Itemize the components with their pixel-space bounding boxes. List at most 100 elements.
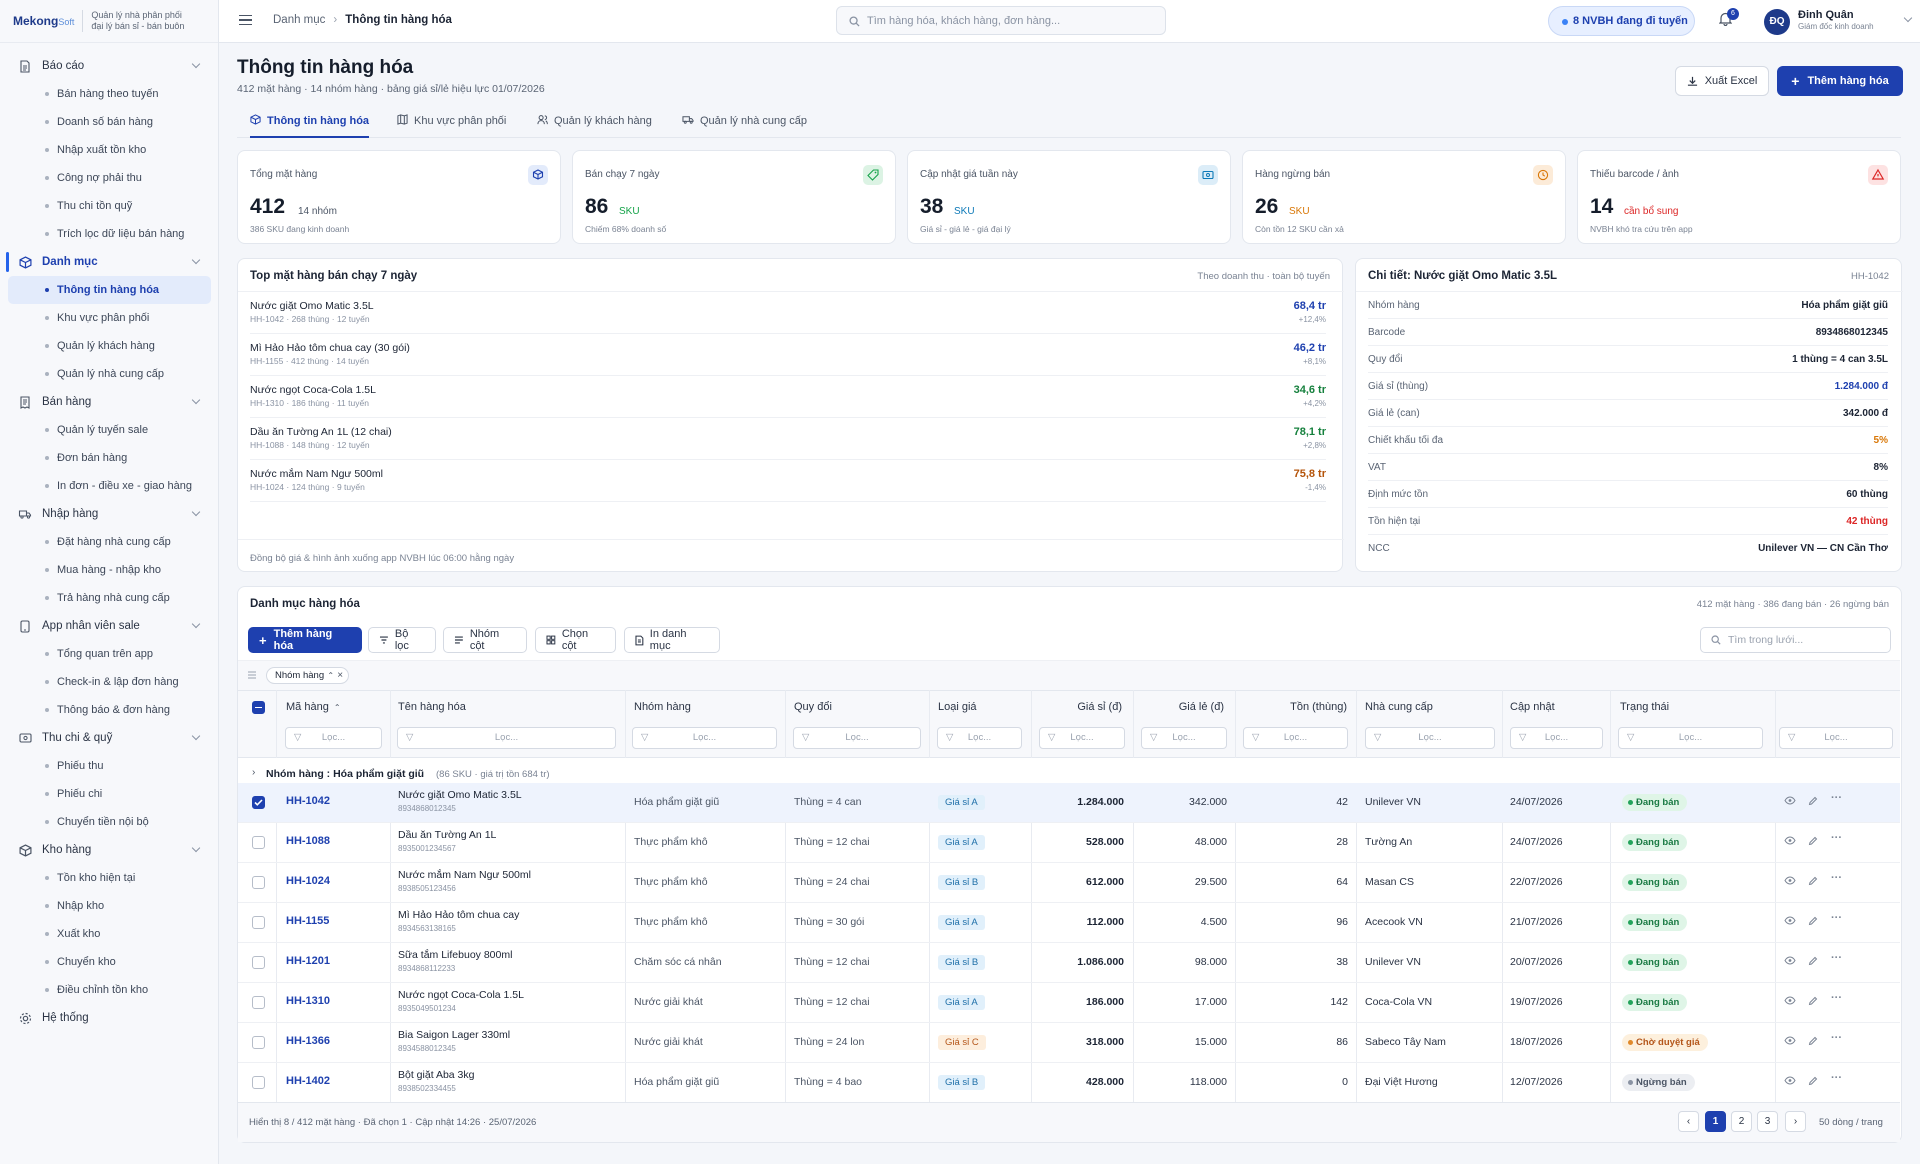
select-all-checkbox[interactable]: [252, 701, 265, 714]
sidebar-item[interactable]: Chuyển kho: [8, 948, 211, 976]
column-divider[interactable]: [1356, 690, 1357, 1102]
sidebar-item[interactable]: Điều chỉnh tồn kho: [8, 976, 211, 1004]
group-columns-button[interactable]: Nhóm cột: [443, 627, 527, 653]
column-filter-input[interactable]: ▽ Lọc...: [632, 727, 777, 749]
chevron-down-icon[interactable]: [191, 255, 201, 265]
column-divider[interactable]: [625, 690, 626, 1102]
group-chip[interactable]: Nhóm hàng ⌃ ×: [266, 667, 350, 684]
sidebar-item[interactable]: Khu vực phân phối: [8, 304, 211, 332]
sidebar-item[interactable]: Tổng quan trên app: [8, 640, 211, 668]
chevron-down-icon[interactable]: [191, 843, 201, 853]
sidebar-group-5[interactable]: Thu chi & quỹ: [0, 724, 219, 752]
eye-icon[interactable]: [1784, 1076, 1796, 1088]
chevron-down-icon[interactable]: [191, 395, 201, 405]
sidebar-item[interactable]: Tồn kho hiện tại: [8, 864, 211, 892]
table-row[interactable]: HH-1155 Mì Hảo Hảo tôm chua cay 8934563138…: [238, 903, 1900, 943]
column-header[interactable]: Tên hàng hóa: [398, 701, 466, 713]
table-row[interactable]: HH-1201 Sữa tắm Lifebuoy 800ml 89348681122…: [238, 943, 1900, 983]
row-checkbox[interactable]: [252, 956, 265, 969]
sidebar-item[interactable]: Thu chi tồn quỹ: [8, 192, 211, 220]
export-excel-button[interactable]: Xuất Excel: [1675, 66, 1769, 96]
sidebar-item[interactable]: Check-in & lập đơn hàng: [8, 668, 211, 696]
sidebar-item[interactable]: Xuất kho: [8, 920, 211, 948]
edit-icon[interactable]: [1808, 836, 1818, 849]
column-filter-input[interactable]: ▽ Lọc...: [1365, 727, 1495, 749]
eye-icon[interactable]: [1784, 836, 1796, 848]
next-page-button[interactable]: ›: [1785, 1111, 1806, 1132]
column-header[interactable]: Cập nhật: [1510, 701, 1555, 713]
row-checkbox[interactable]: [252, 836, 265, 849]
top-seller-row[interactable]: Nước ngọt Coca-Cola 1.5L HH-1310 · 186 th…: [250, 376, 1326, 418]
top-seller-row[interactable]: Dầu ăn Tường An 1L (12 chai) HH-1088 · 14…: [250, 418, 1326, 460]
column-header[interactable]: Nhóm hàng: [634, 701, 691, 713]
more-icon[interactable]: ···: [1831, 792, 1842, 804]
prev-page-button[interactable]: ‹: [1678, 1111, 1699, 1132]
sidebar-item[interactable]: Đặt hàng nhà cung cấp: [8, 528, 211, 556]
close-icon[interactable]: ×: [337, 670, 344, 681]
page-1-button[interactable]: 1: [1705, 1111, 1726, 1132]
column-divider[interactable]: [1775, 690, 1776, 1102]
chevron-right-icon[interactable]: ›: [252, 767, 256, 778]
sidebar-item[interactable]: Mua hàng - nhập kho: [8, 556, 211, 584]
avatar[interactable]: ĐQ: [1764, 9, 1790, 35]
more-icon[interactable]: ···: [1831, 992, 1842, 1004]
eye-icon[interactable]: [1784, 956, 1796, 968]
edit-icon[interactable]: [1808, 916, 1818, 929]
notification-button[interactable]: 6: [1718, 8, 1739, 29]
table-row[interactable]: HH-1366 Bia Saigon Lager 330ml 89345880123…: [238, 1023, 1900, 1063]
product-code[interactable]: HH-1310: [286, 995, 331, 1007]
more-icon[interactable]: ···: [1831, 1072, 1842, 1084]
page-3-button[interactable]: 3: [1757, 1111, 1778, 1132]
table-row[interactable]: HH-1042 Nước giặt Omo Matic 3.5L 893486801…: [238, 783, 1900, 823]
tab-regions[interactable]: Khu vực phân phối: [397, 114, 506, 138]
row-checkbox[interactable]: [252, 996, 265, 1009]
sidebar-item[interactable]: Thông tin hàng hóa: [8, 276, 211, 304]
column-filter-input[interactable]: ▽ Lọc...: [937, 727, 1022, 749]
column-header[interactable]: Nhà cung cấp: [1365, 701, 1433, 713]
sidebar-item[interactable]: Bán hàng theo tuyến: [8, 80, 211, 108]
sidebar-item[interactable]: Quản lý nhà cung cấp: [8, 360, 211, 388]
sidebar-item[interactable]: Nhập xuất tồn kho: [8, 136, 211, 164]
sidebar-item-system[interactable]: Hệ thống: [0, 1004, 219, 1032]
row-checkbox[interactable]: [252, 1036, 265, 1049]
product-code[interactable]: HH-1024: [286, 875, 331, 887]
sidebar-item[interactable]: Quản lý khách hàng: [8, 332, 211, 360]
column-divider[interactable]: [276, 690, 277, 1102]
sidebar-group-0[interactable]: Báo cáo: [0, 52, 219, 80]
chevron-down-icon[interactable]: [1903, 13, 1913, 23]
table-row[interactable]: HH-1088 Dầu ăn Tường An 1L 8935001234567 Th…: [238, 823, 1900, 863]
eye-icon[interactable]: [1784, 916, 1796, 928]
sidebar-item[interactable]: Quản lý tuyến sale: [8, 416, 211, 444]
actions-filter-input[interactable]: ▽ Lọc...: [1779, 727, 1893, 749]
column-filter-input[interactable]: ▽ Lọc...: [1510, 727, 1603, 749]
product-code[interactable]: HH-1201: [286, 955, 331, 967]
column-header[interactable]: Giá lẻ (đ): [1178, 701, 1224, 713]
eye-icon[interactable]: [1784, 796, 1796, 808]
logo[interactable]: MekongSoft Quản lý nhà phân phối đại lý b…: [0, 0, 218, 43]
chevron-down-icon[interactable]: [191, 507, 201, 517]
edit-icon[interactable]: [1808, 876, 1818, 889]
sidebar-item[interactable]: Trả hàng nhà cung cấp: [8, 584, 211, 612]
global-search-input[interactable]: Tìm hàng hóa, khách hàng, đơn hàng...: [836, 6, 1166, 35]
chevron-down-icon[interactable]: [191, 731, 201, 741]
grid-search-input[interactable]: Tìm trong lưới...: [1700, 627, 1891, 653]
product-code[interactable]: HH-1366: [286, 1035, 331, 1047]
more-icon[interactable]: ···: [1831, 832, 1842, 844]
product-code[interactable]: HH-1402: [286, 1075, 331, 1087]
more-icon[interactable]: ···: [1831, 1032, 1842, 1044]
sidebar-group-6[interactable]: Kho hàng: [0, 836, 219, 864]
top-seller-row[interactable]: Mì Hảo Hảo tôm chua cay (30 gói) HH-1155 …: [250, 334, 1326, 376]
sidebar-item[interactable]: In đơn - điều xe - giao hàng: [8, 472, 211, 500]
column-header[interactable]: Tồn (thùng): [1290, 701, 1347, 713]
sidebar-item[interactable]: Thông báo & đơn hàng: [8, 696, 211, 724]
column-filter-input[interactable]: ▽ Lọc...: [1141, 727, 1227, 749]
top-seller-row[interactable]: Nước mắm Nam Ngư 500ml HH-1024 · 124 thùn…: [250, 460, 1326, 502]
column-filter-input[interactable]: ▽ Lọc...: [1243, 727, 1348, 749]
row-checkbox[interactable]: [252, 876, 265, 889]
column-divider[interactable]: [390, 690, 391, 1102]
more-icon[interactable]: ···: [1831, 952, 1842, 964]
table-row[interactable]: HH-1402 Bột giặt Aba 3kg 8938502334455 Hóa …: [238, 1063, 1900, 1103]
column-filter-input[interactable]: ▽ Lọc...: [1039, 727, 1125, 749]
tab-suppliers[interactable]: Quản lý nhà cung cấp: [682, 114, 807, 138]
kpi-card[interactable]: Thiếu barcode / ảnh 14 cần bổ sung NVBH khó…: [1577, 150, 1901, 244]
